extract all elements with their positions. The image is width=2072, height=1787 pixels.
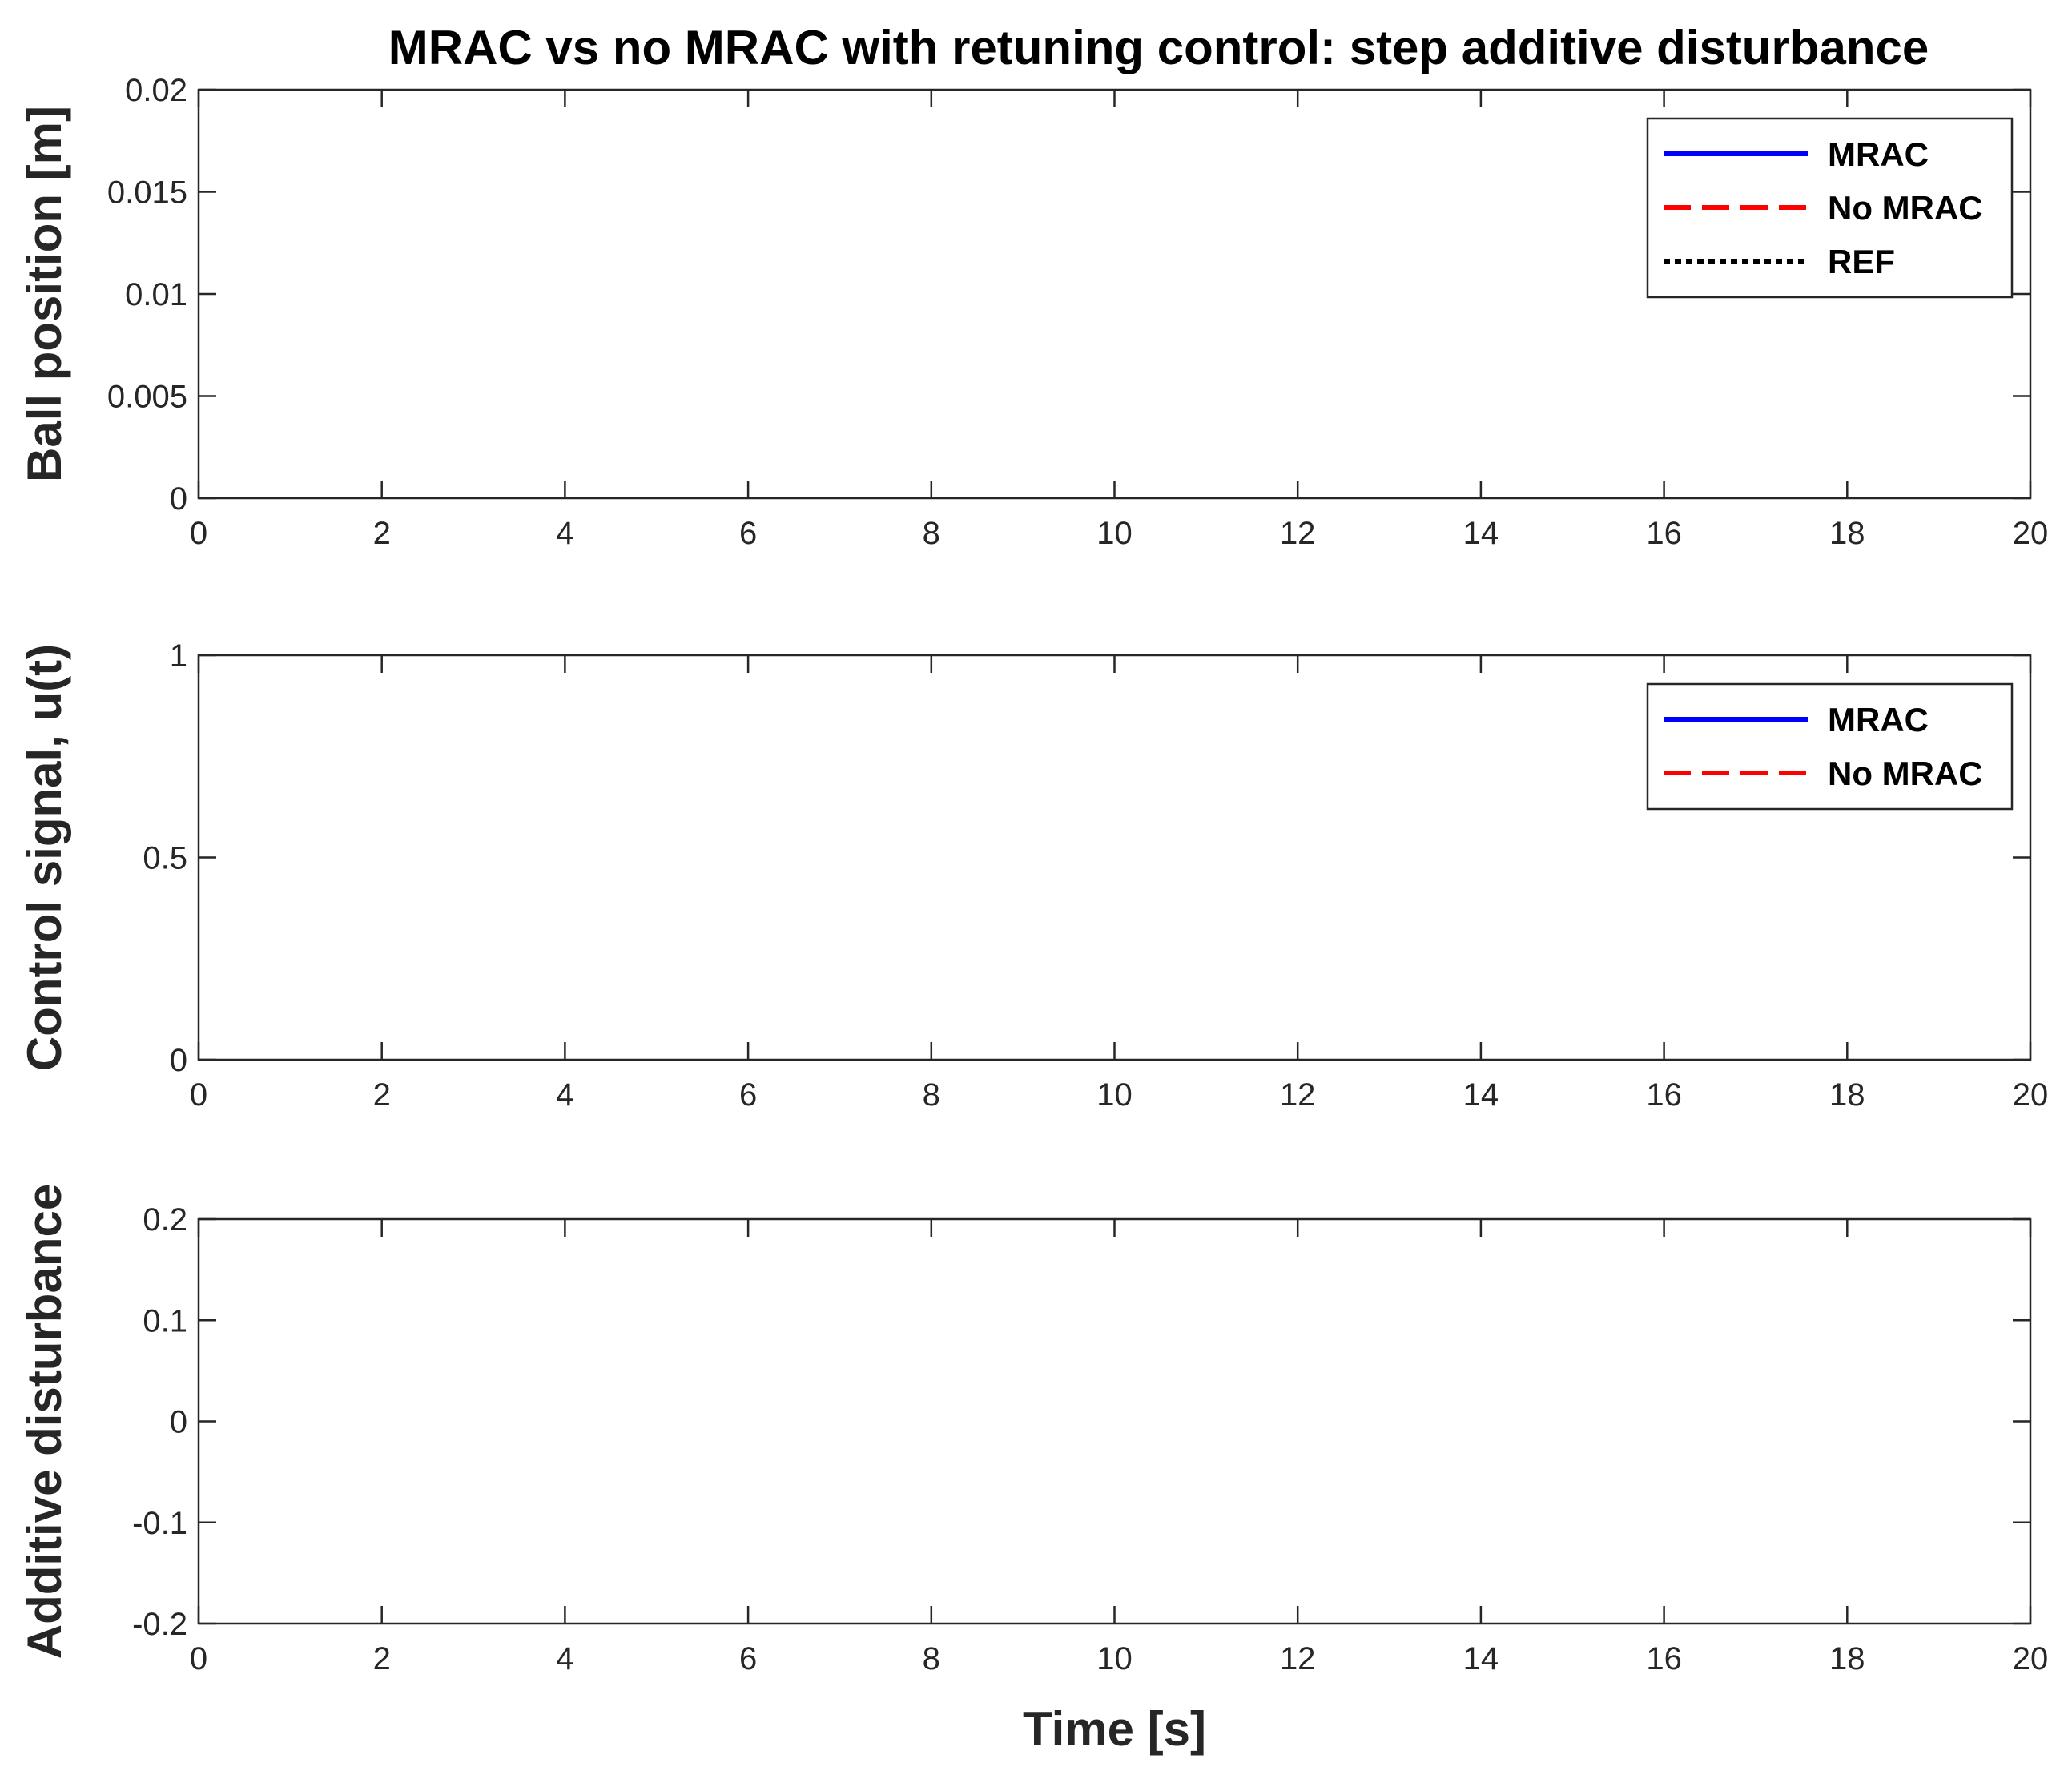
- x-tick-label: 0: [190, 516, 207, 551]
- x-tick-label: 2: [373, 1641, 391, 1676]
- y-tick-label: 0.1: [143, 1303, 187, 1338]
- legend-label: REF: [1828, 243, 1895, 280]
- x-tick-label: 8: [923, 1077, 940, 1113]
- y-tick-label: -0.1: [132, 1506, 187, 1541]
- legend: MRAC No MRAC REF: [1646, 117, 2014, 299]
- y-tick-label: 0.5: [143, 841, 187, 876]
- y-tick-label: 0.02: [125, 73, 187, 108]
- axes-box: [197, 1217, 2032, 1625]
- y-axis-label: Additive disturbance: [18, 1184, 71, 1659]
- subplot-3: 0 2 4 6 8 10 12 14 16 18 20 -0.2 -0.1 0 0.1 0.2 Additive…: [18, 1184, 2048, 1756]
- x-tick-label: 16: [1646, 1077, 1682, 1113]
- x-tick-label: 14: [1463, 1077, 1499, 1113]
- x-tick-label: 12: [1280, 516, 1316, 551]
- x-tick-label: 18: [1829, 516, 1865, 551]
- x-tick-label: 0: [190, 1641, 207, 1676]
- y-tick-label: 0.005: [107, 380, 187, 415]
- x-tick-label: 12: [1280, 1077, 1316, 1113]
- y-tick-label: 0: [170, 481, 187, 517]
- x-tick-label: 20: [2013, 1641, 2049, 1676]
- x-tick-label: 14: [1463, 1641, 1499, 1676]
- legend: MRAC No MRAC: [1646, 682, 2014, 811]
- x-tick-label: 4: [556, 1641, 573, 1676]
- y-tick-label: 1: [170, 638, 187, 674]
- y-tick-label: 0: [170, 1043, 187, 1078]
- y-tick-label: 0.015: [107, 175, 187, 211]
- x-tick-label: 6: [739, 1641, 757, 1676]
- y-tick-label: -0.2: [132, 1607, 187, 1642]
- x-tick-label: 4: [556, 516, 573, 551]
- x-tick-label: 8: [923, 1641, 940, 1676]
- y-tick-label: 0: [170, 1405, 187, 1440]
- x-tick-label: 20: [2013, 516, 2049, 551]
- x-tick-label: 4: [556, 1077, 573, 1113]
- x-tick-label: 2: [373, 1077, 391, 1113]
- legend-label: No MRAC: [1828, 755, 1983, 792]
- x-axis-label: Time [s]: [1023, 1702, 1206, 1756]
- legend-label: MRAC: [1828, 701, 1929, 739]
- x-tick-label: 8: [923, 516, 940, 551]
- x-tick-label: 10: [1096, 516, 1133, 551]
- x-tick-label: 12: [1280, 1641, 1316, 1676]
- legend-box: [1646, 682, 2014, 811]
- subplot-1: 0 2 4 6 8 10 12 14 16 18 20 0 0.005 0.01 0.015 0.02 Ball…: [18, 21, 2048, 551]
- x-tick-label: 18: [1829, 1641, 1865, 1676]
- y-axis-label: Control signal, u(t): [18, 644, 71, 1071]
- legend-label: No MRAC: [1828, 189, 1983, 227]
- x-tick-label: 10: [1096, 1641, 1133, 1676]
- x-tick-label: 18: [1829, 1077, 1865, 1113]
- legend-label: MRAC: [1828, 135, 1929, 173]
- x-tick-label: 0: [190, 1077, 207, 1113]
- x-tick-label: 16: [1646, 1641, 1682, 1676]
- subplot-2: 0 2 4 6 8 10 12 14 16 18 20 0 0.5 1 Control signal, u(…: [18, 638, 2048, 1113]
- x-tick-label: 6: [739, 1077, 757, 1113]
- x-tick-label: 10: [1096, 1077, 1133, 1113]
- chart-title: MRAC vs no MRAC with retuning control: s…: [388, 21, 1929, 74]
- x-tick-label: 14: [1463, 516, 1499, 551]
- x-tick-label: 6: [739, 516, 757, 551]
- x-tick-label: 2: [373, 516, 391, 551]
- y-axis-label: Ball position [m]: [18, 106, 71, 482]
- y-tick-label: 0.2: [143, 1202, 187, 1238]
- y-tick-label: 0.01: [125, 277, 187, 312]
- x-tick-label: 16: [1646, 516, 1682, 551]
- x-tick-label: 20: [2013, 1077, 2049, 1113]
